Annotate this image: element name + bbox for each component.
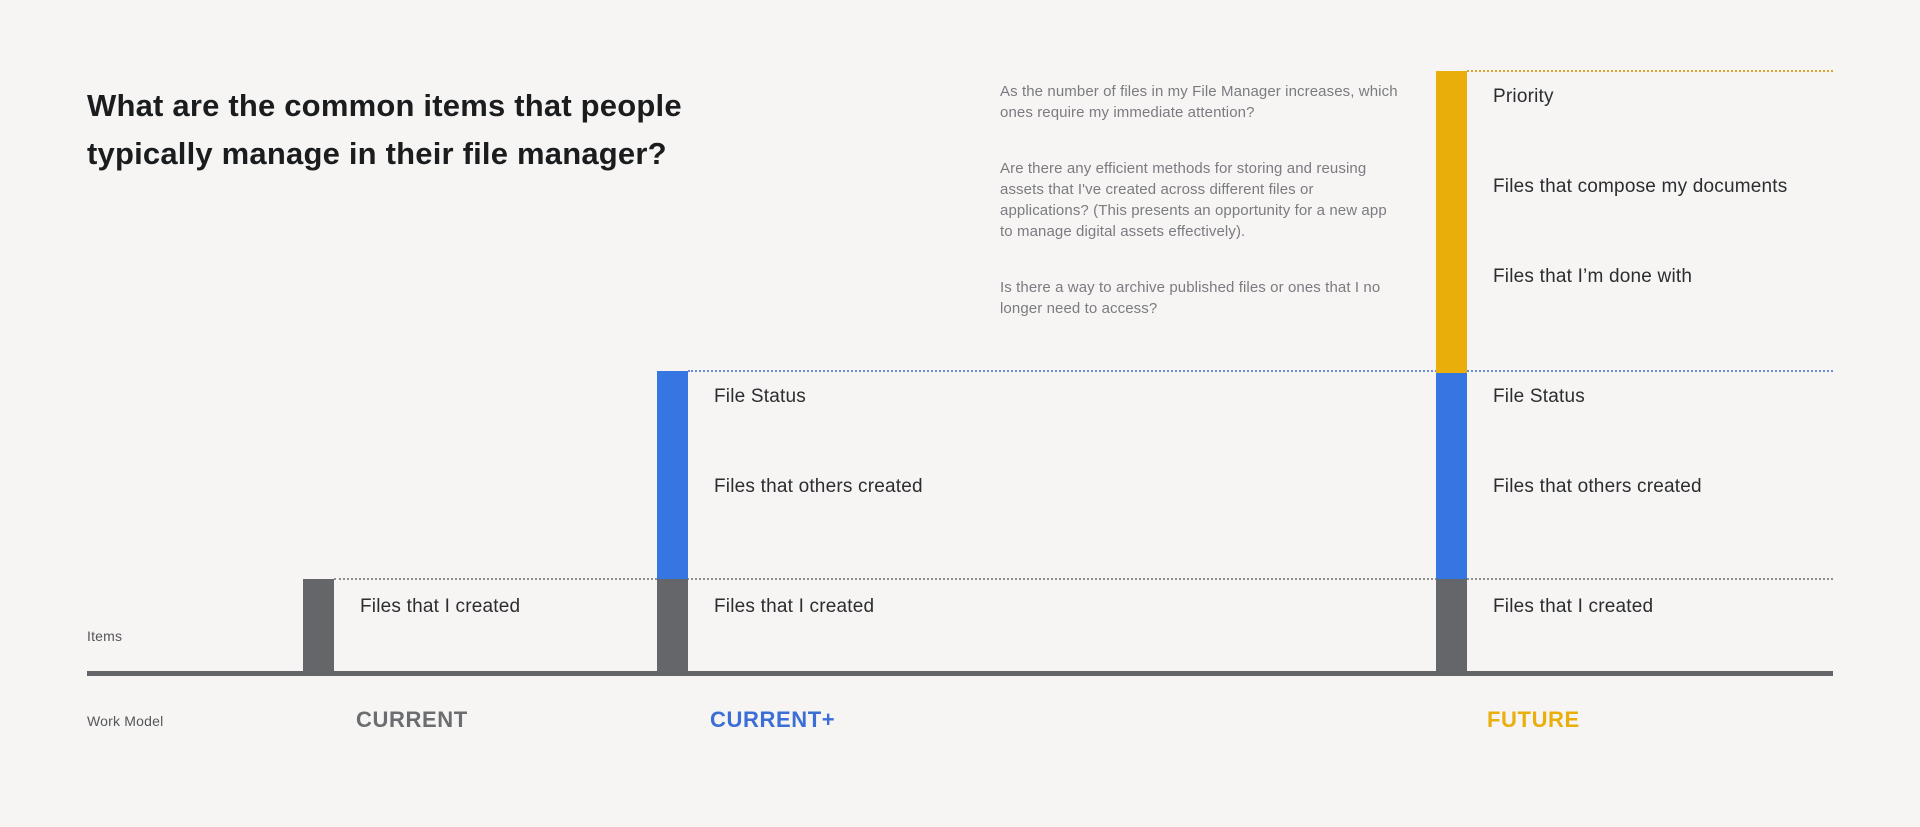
files-created-dotted-line [334, 578, 1833, 580]
question-item: Are there any efficient methods for stor… [1000, 160, 1387, 240]
y-axis-label: Items [87, 628, 123, 644]
research-questions: As the number of files in my File Manage… [1000, 81, 1402, 354]
current-item-files-i-created: Files that I created [360, 596, 521, 617]
future-blue-bar [1436, 373, 1467, 579]
column-label-current: CURRENT [356, 707, 468, 732]
page-title: What are the common items that people ty… [87, 88, 682, 171]
future-item-files-compose-documents: Files that compose my documents [1493, 176, 1788, 197]
future-item-priority: Priority [1493, 86, 1554, 107]
question-item: As the number of files in my File Manage… [1000, 83, 1398, 121]
current-plus-blue-bar [657, 371, 688, 579]
current-gray-bar [303, 579, 334, 676]
future-item-files-i-created: Files that I created [1493, 596, 1654, 617]
future-item-file-status: File Status [1493, 386, 1585, 407]
future-gray-bar [1436, 579, 1467, 676]
x-axis-label: Work Model [87, 713, 164, 729]
future-yellow-bar [1436, 71, 1467, 373]
question-item: Is there a way to archive published file… [1000, 279, 1381, 317]
future-item-files-others-created: Files that others created [1493, 476, 1702, 497]
current-plus-item-files-others-created: Files that others created [714, 476, 923, 497]
column-label-current-plus: CURRENT+ [710, 707, 836, 732]
future-priority-dotted-line [1467, 70, 1833, 72]
current-plus-gray-bar [657, 579, 688, 676]
column-label-future: FUTURE [1487, 707, 1580, 732]
current-plus-item-file-status: File Status [714, 386, 806, 407]
future-item-files-done-with: Files that I’m done with [1493, 266, 1693, 287]
current-plus-item-files-i-created: Files that I created [714, 596, 875, 617]
x-axis-line [87, 671, 1833, 676]
file-status-dotted-line [688, 370, 1833, 372]
